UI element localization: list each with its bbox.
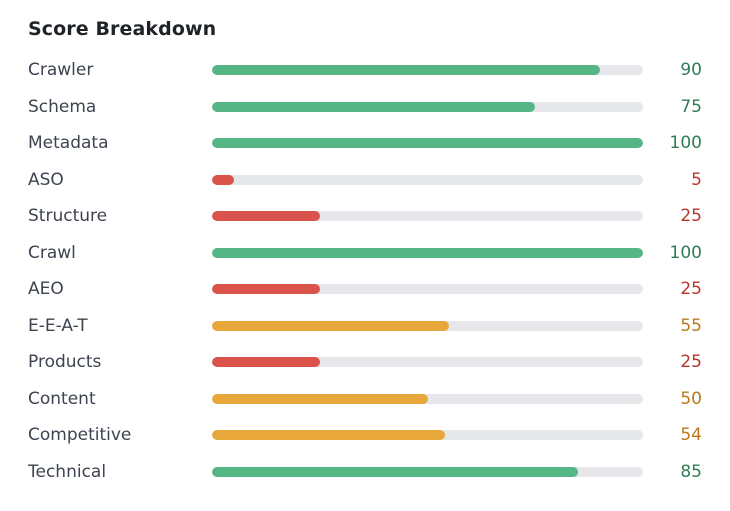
score-value: 54 xyxy=(680,425,702,445)
score-label: Crawl xyxy=(28,242,76,263)
score-value: 85 xyxy=(680,461,702,482)
score-label: Metadata xyxy=(28,133,109,153)
score-bar-track xyxy=(212,393,643,404)
score-row-technical: Technical 85 xyxy=(0,456,730,493)
score-bar-track xyxy=(212,65,643,75)
score-bar-fill xyxy=(212,393,428,404)
score-value: 75 xyxy=(680,96,702,117)
score-label: ASO xyxy=(28,169,64,190)
score-bar-track xyxy=(212,174,643,185)
score-bar-fill xyxy=(212,211,320,221)
score-bar-fill xyxy=(212,466,579,477)
score-value: 90 xyxy=(680,60,702,80)
score-row-eeat: E-E-A-T 55 xyxy=(0,310,730,347)
score-bar-track xyxy=(212,211,643,221)
score-label: Structure xyxy=(28,206,108,226)
score-bar-track xyxy=(212,320,643,331)
section-title: Score Breakdown xyxy=(28,18,217,40)
score-bar-fill xyxy=(212,247,643,258)
score-row-aso: ASO 5 xyxy=(0,164,730,201)
score-bar-track xyxy=(212,284,643,294)
score-row-structure: Structure 25 xyxy=(0,200,730,237)
score-bar-fill xyxy=(212,138,643,148)
score-label: AEO xyxy=(28,279,64,299)
score-bar-track xyxy=(212,138,643,148)
score-value: 100 xyxy=(669,133,702,153)
score-row-competitive: Competitive 54 xyxy=(0,419,730,456)
score-bar-fill xyxy=(212,101,536,112)
score-value: 25 xyxy=(680,206,702,226)
score-bar-fill xyxy=(212,174,234,185)
score-bar-track xyxy=(212,466,643,477)
score-label: Competitive xyxy=(28,425,132,445)
score-label: Products xyxy=(28,352,102,372)
score-label: E-E-A-T xyxy=(28,315,88,336)
score-bar-fill xyxy=(212,65,600,75)
score-label: Content xyxy=(28,388,96,409)
score-bar-fill xyxy=(212,430,445,440)
score-value: 25 xyxy=(680,279,702,299)
score-row-schema: Schema 75 xyxy=(0,91,730,128)
score-row-crawl: Crawl 100 xyxy=(0,237,730,274)
score-row-crawler: Crawler 90 xyxy=(0,54,730,91)
score-bar-fill xyxy=(212,357,320,367)
score-bar-fill xyxy=(212,320,450,331)
score-row-products: Products 25 xyxy=(0,346,730,383)
score-value: 50 xyxy=(680,388,702,409)
score-bar-track xyxy=(212,357,643,367)
score-value: 25 xyxy=(680,352,702,372)
score-row-content: Content 50 xyxy=(0,383,730,420)
score-bar-track xyxy=(212,101,643,112)
score-bar-fill xyxy=(212,284,320,294)
score-value: 5 xyxy=(691,169,702,190)
score-rows: Crawler 90 Schema 75 Metadata 100 ASO 5 … xyxy=(0,54,730,492)
score-label: Crawler xyxy=(28,60,94,80)
score-bar-track xyxy=(212,430,643,440)
score-row-metadata: Metadata 100 xyxy=(0,127,730,164)
score-value: 100 xyxy=(669,242,702,263)
score-value: 55 xyxy=(680,315,702,336)
score-label: Technical xyxy=(28,461,107,482)
score-row-aeo: AEO 25 xyxy=(0,273,730,310)
score-bar-track xyxy=(212,247,643,258)
score-label: Schema xyxy=(28,96,97,117)
